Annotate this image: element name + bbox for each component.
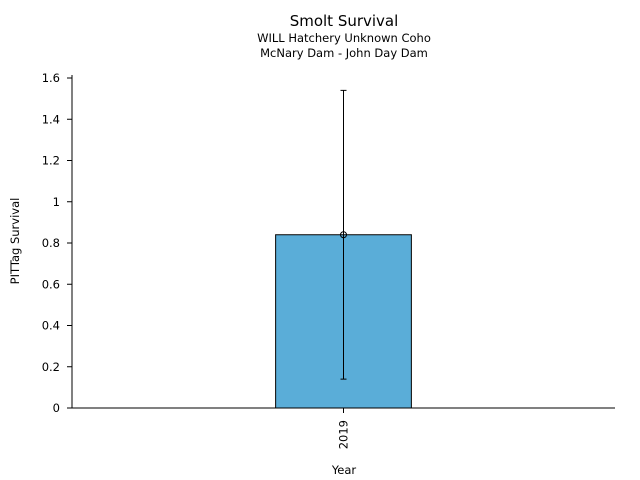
point-marker-2019 — [340, 231, 347, 239]
y-axis-label: PITTag Survival — [8, 198, 22, 285]
y-tick-label: 1.2 — [42, 154, 60, 168]
x-axis-label: Year — [331, 463, 357, 477]
y-tick-label: 0.2 — [42, 360, 60, 374]
y-tick-label: 0.8 — [42, 236, 60, 250]
chart-title: Smolt Survival — [289, 12, 399, 30]
y-tick-label: 0 — [53, 401, 60, 415]
x-axis-ticks: 2019 — [337, 408, 351, 449]
y-tick-label: 1 — [53, 195, 60, 209]
y-tick-label: 1.6 — [42, 71, 60, 85]
bars — [275, 89, 412, 409]
y-axis-ticks: 0 0.2 0.4 0.6 0.8 1 1.2 1.4 1.6 — [42, 71, 72, 415]
chart-subtitle-reach: McNary Dam - John Day Dam — [260, 46, 428, 60]
chart-subtitle-hatchery: WILL Hatchery Unknown Coho — [257, 31, 431, 45]
y-tick-label: 0.4 — [42, 319, 60, 333]
y-tick-label: 0.6 — [42, 277, 60, 291]
x-tick-label: 2019 — [337, 420, 351, 449]
y-tick-label: 1.4 — [42, 112, 60, 126]
